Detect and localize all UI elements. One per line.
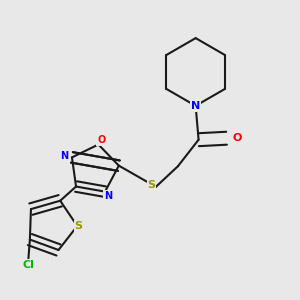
Text: N: N (104, 191, 112, 201)
Text: Cl: Cl (22, 260, 34, 270)
Text: O: O (97, 135, 106, 145)
Text: S: S (148, 180, 155, 190)
Text: N: N (61, 151, 69, 161)
Text: O: O (232, 133, 242, 143)
Text: S: S (75, 221, 83, 231)
Text: N: N (191, 101, 200, 111)
